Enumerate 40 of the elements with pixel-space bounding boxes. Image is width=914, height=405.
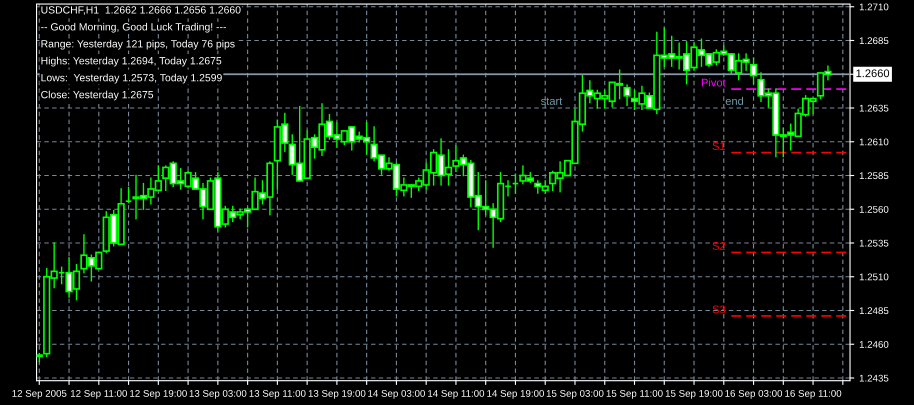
candlestick: [512, 173, 520, 194]
annotation: Lows: Yesterday 1.2573, Today 1.2599: [41, 74, 222, 84]
annotation: -- Good Morning, Good Luck Trading! ---: [41, 22, 226, 33]
annotation: Highs: Yesterday 1.2694, Today 1.2675: [41, 56, 222, 66]
ref-line-label: 1.2660: [856, 69, 890, 78]
annotation: Close: Yesterday 1.2675: [41, 90, 154, 100]
series-label: S1: [712, 142, 726, 150]
y-tick-label: 1.2435: [860, 374, 888, 382]
candlestick: [623, 84, 631, 106]
annotation: end: [726, 96, 744, 105]
x-tick-label: 14 Sep 11:00: [428, 390, 484, 399]
series-label: Pivot: [702, 78, 726, 87]
x-tick-label: 16 Sep 11:00: [785, 390, 842, 399]
annotation: start: [540, 98, 562, 105]
y-tick-label: 1.2460: [860, 340, 888, 348]
x-tick-label: 14 Sep 19:00: [487, 390, 544, 399]
x-tick-label: 13 Sep 03:00: [190, 390, 246, 399]
x-tick-label: 13 Sep 11:00: [250, 390, 306, 399]
chart-title: USDCHF,H1 1.2662 1.2666 1.2656 1.2660: [41, 6, 241, 15]
y-tick-label: 1.2485: [860, 307, 888, 314]
x-tick-label: 12 Sep 19:00: [130, 390, 187, 399]
x-tick-label: 15 Sep 19:00: [666, 390, 723, 399]
x-tick-label: 15 Sep 11:00: [606, 390, 663, 399]
y-tick-label: 1.2510: [860, 273, 888, 280]
y-tick-label: 1.2535: [860, 240, 888, 247]
annotation: Range: Yesterday 121 pips, Today 76 pips: [41, 40, 235, 50]
y-tick-label: 1.2585: [860, 172, 888, 180]
candlestick: [750, 57, 758, 84]
y-tick-label: 1.2710: [860, 3, 888, 10]
x-tick-label: 13 Sep 19:00: [308, 390, 366, 399]
x-tick-label: 15 Sep 03:00: [546, 390, 604, 399]
y-tick-label: 1.2685: [860, 37, 888, 44]
y-tick-label: 1.2560: [860, 206, 888, 213]
candlestick: [124, 186, 132, 204]
x-tick-label: 12 Sep 11:00: [70, 390, 127, 399]
x-tick-label: 12 Sep 2005: [12, 390, 66, 399]
y-tick-label: 1.2635: [860, 104, 888, 112]
y-tick-label: 1.2610: [860, 138, 888, 146]
x-tick-label: 16 Sep 03:00: [725, 390, 782, 399]
x-tick-label: 14 Sep 03:00: [368, 390, 425, 399]
